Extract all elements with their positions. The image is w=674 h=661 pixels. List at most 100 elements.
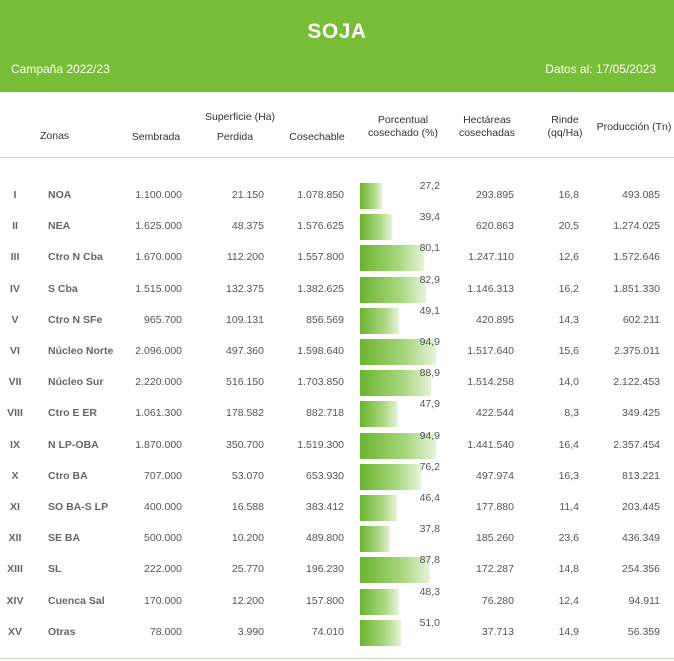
produccion-value: 1.851.330 bbox=[613, 282, 660, 295]
produccion-value: 349.425 bbox=[622, 407, 660, 420]
harvest-bar-track bbox=[360, 526, 440, 553]
zone-name: Ctro N Cba bbox=[48, 251, 103, 264]
column-header-rinde: Rinde bbox=[551, 114, 579, 126]
table-row: VIII Ctro E ER 1.061.300 178.582 882.718 422.… bbox=[0, 398, 674, 429]
produccion-value: 56.359 bbox=[627, 625, 660, 638]
hectareas-value: 1.247.110 bbox=[468, 251, 514, 264]
harvest-percent-label: 48,3 bbox=[419, 585, 440, 598]
column-header-sembrada: Sembrada bbox=[131, 131, 181, 143]
zone-number: X bbox=[11, 469, 19, 482]
rinde-value: 16,4 bbox=[558, 438, 579, 451]
zone-name: S Cba bbox=[48, 282, 78, 295]
harvest-percent-label: 37,8 bbox=[419, 523, 440, 536]
produccion-value: 1.572.646 bbox=[613, 251, 660, 264]
sembrada-value: 78.000 bbox=[149, 625, 182, 638]
cosechable-value: 1.557.800 bbox=[297, 251, 344, 264]
zone-name: Ctro E ER bbox=[48, 407, 98, 420]
rinde-value: 16,8 bbox=[558, 189, 579, 201]
column-header-hectareas: Hectáreas bbox=[463, 114, 511, 126]
perdida-value: 48.375 bbox=[231, 220, 264, 233]
sembrada-value: 1.100.000 bbox=[135, 189, 182, 201]
table-row: XI SO BA-S LP 400.000 16.588 383.412 177.880 1… bbox=[0, 492, 674, 523]
harvest-bar-track bbox=[360, 401, 440, 428]
sembrada-value: 500.000 bbox=[144, 532, 182, 545]
harvest-percent-label: 94,9 bbox=[419, 429, 440, 442]
table-row: IV S Cba 1.515.000 132.375 1.382.625 1.146.31… bbox=[0, 274, 674, 305]
harvest-bar-track bbox=[360, 619, 440, 646]
zone-name: SO BA-S LP bbox=[48, 501, 109, 513]
zone-name: N LP-OBA bbox=[48, 438, 99, 451]
campaign-label: Campaña 2022/23 bbox=[11, 62, 110, 76]
cosechable-value: 1.703.850 bbox=[297, 376, 344, 389]
cosechable-value: 1.576.625 bbox=[297, 220, 344, 233]
column-header-superficie: Superficie (Ha) bbox=[204, 111, 276, 123]
table-row: II NEA 1.625.000 48.375 1.576.625 620.863 20,5… bbox=[0, 211, 674, 242]
perdida-value: 497.360 bbox=[226, 345, 264, 357]
zone-number: II bbox=[12, 220, 18, 233]
zone-name: Núcleo Sur bbox=[48, 376, 104, 389]
produccion-value: 813.221 bbox=[622, 469, 660, 482]
sembrada-value: 170.000 bbox=[144, 594, 182, 607]
sembrada-value: 1.625.000 bbox=[135, 220, 182, 233]
hectareas-value: 420.895 bbox=[476, 313, 514, 326]
column-header-porcentual-2: cosechado (%) bbox=[367, 127, 439, 139]
table-row: IX N LP-OBA 1.870.000 350.700 1.519.300 1.441… bbox=[0, 430, 674, 461]
header-divider bbox=[0, 157, 674, 158]
perdida-value: 12.200 bbox=[231, 594, 264, 607]
harvest-progress-bar bbox=[360, 557, 431, 584]
harvest-bar-track bbox=[360, 214, 440, 241]
sembrada-value: 965.700 bbox=[144, 313, 182, 326]
perdida-value: 178.582 bbox=[226, 407, 264, 420]
table-row: I NOA 1.100.000 21.150 1.078.850 293.895 16,8 4… bbox=[0, 180, 674, 211]
hectareas-value: 497.974 bbox=[476, 469, 514, 482]
sembrada-value: 1.870.000 bbox=[135, 438, 182, 451]
table-row: XIII SL 222.000 25.770 196.230 172.287 14,8 254… bbox=[0, 554, 674, 585]
column-header-produccion: Producción (Tn) bbox=[596, 121, 672, 133]
footer-divider bbox=[0, 658, 674, 659]
sembrada-value: 1.670.000 bbox=[135, 251, 182, 264]
hectareas-value: 1.517.640 bbox=[467, 345, 514, 357]
table-row: X Ctro BA 707.000 53.070 653.930 497.974 16,3 8… bbox=[0, 461, 674, 492]
produccion-value: 203.445 bbox=[622, 501, 660, 513]
zone-number: XII bbox=[8, 532, 22, 545]
table-row: V Ctro N SFe 965.700 109.131 856.569 420.895 1… bbox=[0, 305, 674, 336]
perdida-value: 21.150 bbox=[231, 189, 264, 201]
data-date-label: Datos al: 17/05/2023 bbox=[545, 62, 656, 76]
zone-number: VI bbox=[10, 345, 20, 357]
zone-number: I bbox=[13, 189, 17, 201]
zone-name: Núcleo Norte bbox=[48, 345, 114, 357]
rinde-value: 14,3 bbox=[558, 313, 579, 326]
hectareas-value: 172.287 bbox=[476, 563, 514, 576]
harvest-percent-label: 46,4 bbox=[419, 492, 440, 504]
zone-name: Otras bbox=[48, 625, 76, 638]
table-row: VII Núcleo Sur 2.220.000 516.150 1.703.850 1.… bbox=[0, 367, 674, 398]
harvest-progress-bar bbox=[360, 307, 400, 334]
hectareas-value: 293.895 bbox=[476, 189, 514, 201]
hectareas-value: 620.863 bbox=[476, 220, 514, 233]
cosechable-value: 1.078.850 bbox=[297, 189, 344, 201]
harvest-percent-label: 88,9 bbox=[419, 367, 440, 380]
harvest-progress-bar bbox=[360, 183, 382, 209]
column-header-hectareas-2: cosechadas bbox=[458, 127, 516, 139]
rinde-value: 16,3 bbox=[558, 469, 579, 482]
zone-number: V bbox=[11, 313, 19, 326]
table-row: VI Núcleo Norte 2.096.000 497.360 1.598.640 1… bbox=[0, 336, 674, 367]
hectareas-value: 185.260 bbox=[476, 532, 514, 545]
sembrada-value: 400.000 bbox=[144, 501, 182, 513]
cosechable-value: 1.598.640 bbox=[297, 345, 344, 357]
produccion-value: 2.357.454 bbox=[613, 438, 660, 451]
zone-number: XI bbox=[10, 501, 20, 513]
harvest-progress-bar bbox=[360, 432, 436, 459]
rinde-value: 11,4 bbox=[559, 501, 579, 513]
zone-number: XIV bbox=[6, 594, 24, 607]
harvest-progress-bar bbox=[360, 463, 421, 490]
table-row: XV Otras 78.000 3.990 74.010 37.713 14,9 56.359… bbox=[0, 617, 674, 648]
produccion-value: 2.375.011 bbox=[614, 345, 660, 357]
harvest-progress-bar bbox=[360, 370, 432, 397]
sembrada-value: 2.096.000 bbox=[135, 345, 182, 357]
column-header-rinde-2: (qq/Ha) bbox=[547, 127, 583, 139]
harvest-progress-bar bbox=[360, 339, 436, 365]
harvest-bar-track bbox=[360, 307, 440, 334]
zone-name: Ctro N SFe bbox=[48, 313, 103, 326]
harvest-bar-track bbox=[360, 339, 440, 365]
